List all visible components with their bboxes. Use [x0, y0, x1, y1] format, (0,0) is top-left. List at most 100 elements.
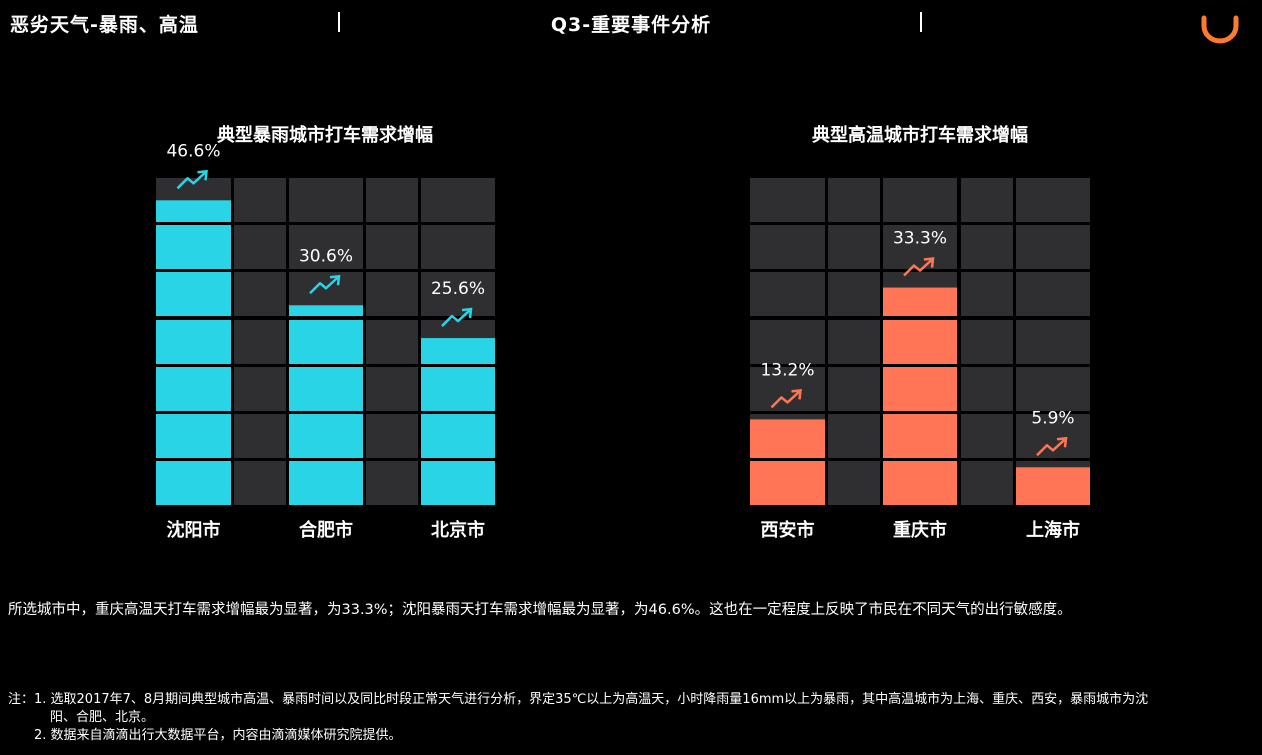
heat-grid-cell [961, 461, 1013, 505]
heat-grid-cell [828, 320, 880, 364]
heat-grid-cell [961, 320, 1013, 364]
heat-bar-segment [883, 287, 957, 316]
rain-grid-cell [366, 272, 418, 316]
rain-category-label: 沈阳市 [167, 519, 221, 541]
rain-value-label: 46.6% [166, 141, 220, 161]
rain-grid-cell [289, 225, 363, 269]
heat-bar-segment [750, 419, 825, 458]
heat-bar-segment [883, 414, 957, 458]
rain-grid-cell [366, 225, 418, 269]
didi-logo-icon [1201, 15, 1239, 44]
trend-up-icon [1036, 436, 1068, 457]
rain-bar-segment [421, 414, 495, 458]
trend-up-icon [770, 388, 802, 409]
rain-grid-cell [234, 225, 286, 269]
rain-bar-segment [289, 414, 363, 458]
rain-grid-cell [366, 367, 418, 411]
heat-bar-segment [883, 320, 957, 364]
rain-value-label: 25.6% [431, 279, 485, 299]
heat-grid-cell [750, 178, 825, 222]
heat-grid-cell [828, 367, 880, 411]
heat-grid-cell [750, 320, 825, 364]
heat-grid-cell [828, 461, 880, 505]
rain-bar-segment [289, 305, 363, 316]
trend-up-icon [903, 257, 935, 277]
rain-bar-segment [421, 367, 495, 411]
heat-grid-cell [828, 414, 880, 458]
heat-bar-segment [1016, 467, 1090, 505]
heat-grid-cell [883, 178, 957, 222]
rain-grid-cell [234, 367, 286, 411]
rain-bar-segment [156, 320, 231, 364]
rain-value-label: 30.6% [299, 246, 353, 266]
heat-grid-cell [961, 272, 1013, 316]
rain-bar-segment [421, 338, 495, 364]
rain-grid-cell [234, 272, 286, 316]
trend-up-icon [309, 274, 341, 295]
heat-grid-cell [828, 225, 880, 269]
heat-grid-cell [1016, 320, 1090, 364]
rain-grid-cell [421, 178, 495, 222]
header-separator [338, 12, 340, 32]
rain-grid-cell [234, 414, 286, 458]
rain-grid-cell [234, 178, 286, 222]
heat-grid-cell [1016, 225, 1090, 269]
heat-category-label: 重庆市 [893, 519, 947, 541]
rain-category-label: 北京市 [431, 519, 485, 541]
heat-grid-cell [750, 272, 825, 316]
heat-grid-cell [961, 225, 1013, 269]
heat-grid-cell [1016, 367, 1090, 411]
heat-grid-cell [961, 178, 1013, 222]
rain-grid-cell [366, 461, 418, 505]
heat-grid-cell [1016, 178, 1090, 222]
trend-up-icon [176, 169, 208, 190]
heat-value-label: 13.2% [760, 360, 814, 380]
rain-grid-cell [366, 414, 418, 458]
rain-bar-segment [289, 320, 363, 364]
heat-bar-segment [750, 461, 825, 505]
heat-grid-cell [750, 225, 825, 269]
rain-bar-segment [156, 200, 231, 222]
heat-grid-cell [1016, 272, 1090, 316]
rain-grid-cell [289, 178, 363, 222]
rain-chart-title: 典型暴雨城市打车需求增幅 [217, 125, 433, 146]
rain-bar-segment [156, 225, 231, 269]
rain-bar-segment [156, 272, 231, 316]
summary-text: 所选城市中，重庆高温天打车需求增幅最为显著，为33.3%；沈阳暴雨天打车需求增幅… [8, 602, 1072, 618]
heat-category-label: 上海市 [1026, 519, 1080, 541]
rain-category-label: 合肥市 [299, 519, 353, 541]
footnote-line-2: 阳、合肥、北京。 [50, 710, 155, 725]
heat-grid-cell [883, 225, 957, 269]
rain-grid-cell [421, 225, 495, 269]
heat-bar-segment [883, 367, 957, 411]
rain-bar-segment [156, 367, 231, 411]
trend-up-icon [441, 307, 473, 327]
footnote-line-3: 2. 数据来自滴滴出行大数据平台，内容由滴滴媒体研究院提供。 [34, 728, 402, 743]
rain-bar-segment [156, 414, 231, 458]
rain-grid-cell [421, 272, 495, 316]
heat-chart-title: 典型高温城市打车需求增幅 [812, 125, 1028, 146]
heat-grid-cell [750, 367, 825, 411]
rain-grid-cell [234, 461, 286, 505]
rain-bar-segment [289, 367, 363, 411]
header-separator [920, 12, 922, 32]
footnote: 注：1. 选取2017年7、8月期间典型城市高温、暴雨时间以及同比时段正常天气进… [8, 691, 1258, 745]
heat-value-label: 33.3% [893, 229, 947, 249]
rain-bar-segment [156, 461, 231, 505]
footnote-line-1: 注：1. 选取2017年7、8月期间典型城市高温、暴雨时间以及同比时段正常天气进… [8, 692, 1149, 707]
heat-bar-segment [883, 461, 957, 505]
rain-bar-segment [289, 461, 363, 505]
heat-grid-cell [828, 178, 880, 222]
heat-category-label: 西安市 [761, 519, 815, 541]
rain-grid-cell [234, 320, 286, 364]
rain-grid-cell [366, 178, 418, 222]
heat-value-label: 5.9% [1031, 408, 1074, 428]
header-left-title: 恶劣天气-暴雨、高温 [10, 14, 199, 36]
rain-bar-segment [421, 461, 495, 505]
heat-grid-cell [961, 414, 1013, 458]
heat-grid-cell [828, 272, 880, 316]
header-center-title: Q3-重要事件分析 [550, 14, 712, 36]
heat-grid-cell [961, 367, 1013, 411]
rain-grid-cell [366, 320, 418, 364]
